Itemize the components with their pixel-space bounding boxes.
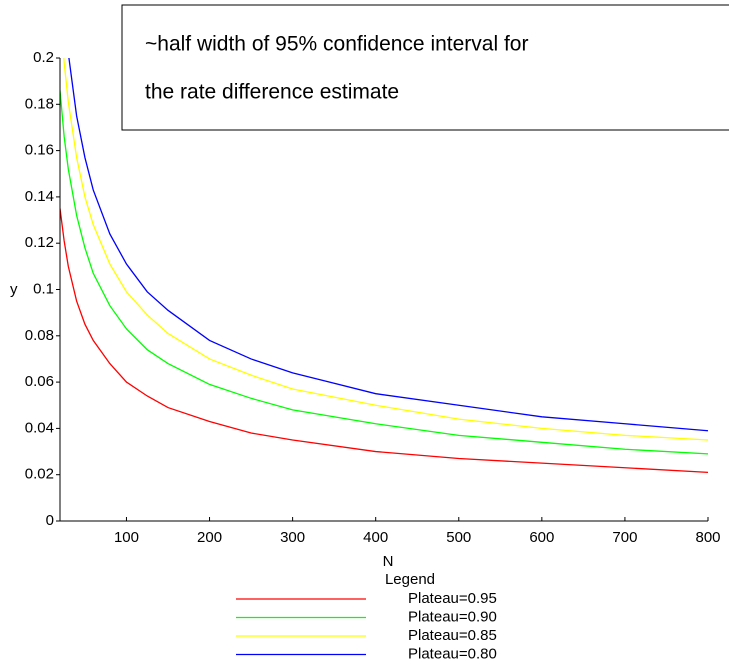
line-series: [60, 90, 709, 455]
y-tick-label: 0.2: [33, 49, 54, 66]
legend-label: Plateau=0.80: [408, 645, 497, 662]
annotation-box: [121, 4, 729, 131]
x-tick-label: 400: [363, 529, 388, 546]
y-tick-label: 0.18: [25, 95, 54, 112]
y-axis-label: y: [10, 281, 18, 298]
y-tick-label: 0.06: [25, 373, 54, 390]
y-tick-label: 0.1: [33, 280, 54, 297]
x-tick-label: 800: [695, 529, 720, 546]
legend-label: Plateau=0.95: [408, 590, 497, 607]
x-tick-label: 700: [612, 529, 637, 546]
line-series: [68, 58, 709, 432]
y-tick-label: 0.02: [25, 466, 54, 483]
y-tick-label: 0.16: [25, 142, 54, 159]
y-tick-label: 0: [46, 512, 54, 529]
x-tick-label: 100: [114, 529, 139, 546]
plot-area: [60, 58, 709, 474]
y-tick-label: 0.08: [25, 327, 54, 344]
x-axis-label: N: [383, 553, 394, 570]
line-series: [63, 58, 709, 441]
x-tick-label: 600: [529, 529, 554, 546]
line-series: [60, 208, 709, 474]
x-tick-label: 300: [280, 529, 305, 546]
y-tick-label: 0.12: [25, 234, 54, 251]
annotation: the rate difference estimate: [145, 81, 399, 104]
y-tick-label: 0.14: [25, 188, 54, 205]
legend-title: Legend: [385, 571, 435, 588]
annotation: ~half width of 95% confidence interval f…: [145, 33, 528, 56]
y-tick-label: 0.04: [25, 419, 54, 436]
legend-label: Plateau=0.85: [408, 627, 497, 644]
legend-label: Plateau=0.90: [408, 608, 497, 625]
x-tick-label: 200: [197, 529, 222, 546]
x-tick-label: 500: [446, 529, 471, 546]
